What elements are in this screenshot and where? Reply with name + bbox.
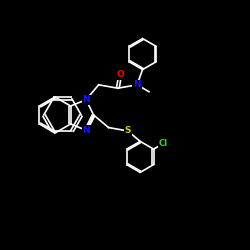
Text: N: N bbox=[133, 80, 141, 89]
Text: S: S bbox=[124, 126, 131, 136]
Text: N: N bbox=[82, 95, 90, 104]
Text: N: N bbox=[82, 126, 90, 135]
Text: Cl: Cl bbox=[159, 139, 168, 148]
Text: O: O bbox=[116, 70, 124, 79]
